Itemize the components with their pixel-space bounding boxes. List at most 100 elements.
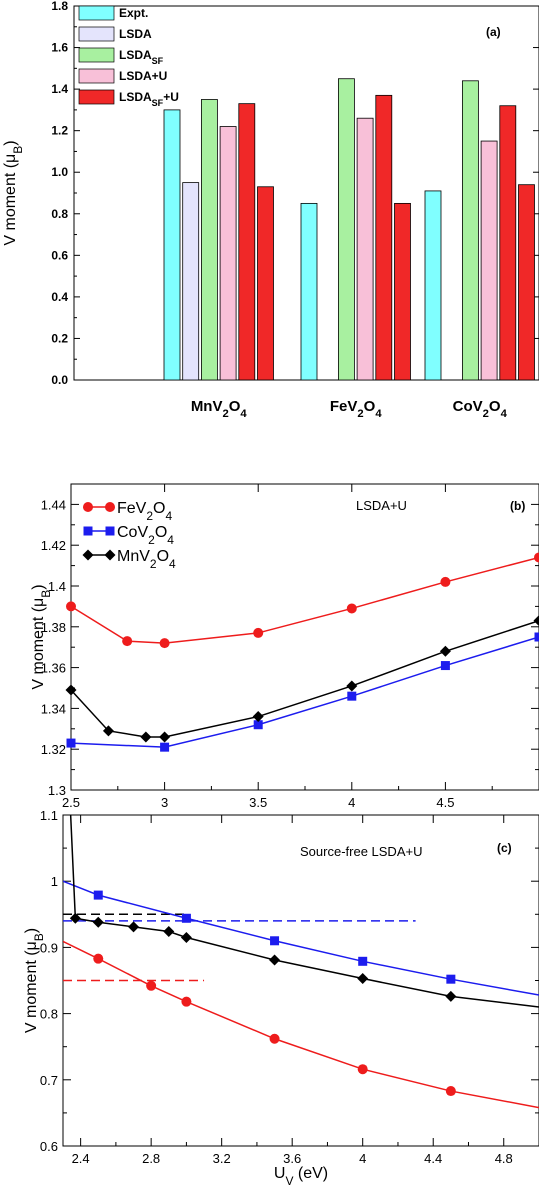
data-point: [69, 912, 81, 924]
data-point: [252, 711, 264, 723]
data-point: [445, 990, 457, 1002]
panel-label: (a): [486, 25, 501, 39]
bar: [480, 140, 498, 381]
legend-label: CoV2O4: [117, 524, 174, 547]
x-tick-label: 2.8: [142, 1151, 160, 1166]
data-point: [181, 913, 191, 923]
legend-swatch: [78, 68, 115, 84]
bar: [238, 103, 256, 381]
legend-marker: [83, 526, 93, 536]
bar: [300, 202, 318, 381]
panel-label: (b): [510, 499, 525, 513]
annotation: LSDA+U: [356, 498, 407, 513]
legend: Expt. LSDA LSDASF LSDA+U LSDASF+U: [78, 5, 179, 108]
legend-label: LSDASF: [119, 48, 164, 66]
data-point: [347, 691, 357, 701]
x-tick-label: 3.6: [283, 1151, 301, 1166]
bar: [257, 186, 274, 381]
legend-marker: [82, 549, 94, 561]
data-point: [128, 921, 140, 933]
panel-c: 0.6 0.7 0.8 0.9 1 1.1 2.4 2.8 3.2 3.6 4 4.4 4.8 V mom…: [23, 808, 539, 1185]
legend-marker: [83, 502, 93, 512]
data-point: [66, 738, 76, 748]
legend-label: FeV2O4: [117, 500, 172, 523]
data-point: [445, 1086, 456, 1097]
data-point: [180, 931, 192, 943]
y-tick-label: 1.4: [51, 82, 68, 96]
y-tick-label: 1.4: [48, 579, 66, 594]
annotation: Source-free LSDA+U: [300, 844, 422, 859]
x-tick-label: 4.5: [436, 795, 454, 810]
data-point: [253, 720, 263, 730]
panel-b: 1.3 1.32 1.34 1.36 1.38 1.4 1.42 1.44 2.5 3 3.5 4 4.…: [30, 483, 539, 810]
data-point: [440, 576, 451, 587]
data-point: [534, 632, 539, 642]
bar: [219, 126, 237, 381]
bar: [182, 182, 200, 381]
panel-a: 0.0 0.2 0.4 0.6 0.8 1.0 1.2 1.4 1.6 1.8 V moment (…: [2, 0, 539, 420]
y-tick-label: 1.6: [51, 41, 68, 55]
data-point: [93, 890, 103, 900]
y-tick-label: 1.36: [41, 661, 66, 676]
legend-label: MnV2O4: [117, 548, 176, 571]
x-category-label: FeV2O4: [330, 398, 382, 420]
data-point: [65, 684, 77, 696]
y-tick-label: 1.38: [41, 620, 66, 635]
series-line: [70, 636, 539, 748]
legend-label: LSDA: [119, 27, 152, 41]
y-tick-label: 1.2: [51, 124, 68, 138]
data-point: [358, 956, 368, 966]
data-point: [346, 680, 358, 692]
data-point: [159, 731, 171, 743]
data-point: [160, 742, 170, 752]
y-tick-label: 1.3: [48, 783, 66, 798]
y-tick-label: 0.4: [51, 290, 68, 304]
x-tick-label: 3.2: [213, 1151, 231, 1166]
data-point: [357, 1064, 368, 1075]
legend-label: LSDA+U: [119, 69, 167, 83]
legend-marker: [105, 526, 115, 536]
data-point: [534, 552, 539, 563]
bar: [200, 99, 218, 381]
x-tick-label: 2.5: [62, 795, 80, 810]
y-tick-label: 1.32: [41, 742, 66, 757]
y-tick-label: 0.6: [51, 248, 68, 262]
y-tick-label: 1.34: [41, 701, 66, 716]
bar: [499, 105, 517, 381]
x-tick-label: 2.4: [72, 1151, 90, 1166]
legend-swatch: [78, 5, 115, 21]
x-tick-label: 3.5: [249, 795, 267, 810]
series-line: [69, 815, 539, 1008]
legend-marker: [105, 502, 115, 512]
series-line: [63, 940, 539, 1109]
x-tick-label: 3: [161, 795, 168, 810]
y-axis-label: V moment (μB): [23, 928, 46, 1033]
bar: [518, 184, 535, 381]
legend-marker: [104, 549, 116, 561]
x-tick-label: 4: [359, 1151, 366, 1166]
bar: [356, 117, 374, 381]
x-tick-label: 4.4: [424, 1151, 442, 1166]
data-point: [181, 996, 192, 1007]
legend-swatch: [78, 26, 115, 42]
legend-label: LSDASF+U: [119, 90, 179, 108]
x-category-label: CoV2O4: [453, 398, 508, 420]
legend-label: Expt.: [119, 6, 148, 20]
y-tick-label: 0.0: [51, 373, 68, 387]
data-point: [102, 725, 114, 737]
legend-swatch: [78, 89, 115, 105]
data-point: [446, 974, 456, 984]
y-tick-label: 1.42: [41, 538, 66, 553]
y-tick-label: 1.0: [51, 165, 68, 179]
panel-label: (c): [497, 841, 512, 855]
x-axis-label: UV (eV): [274, 1165, 328, 1185]
y-axis-label: V moment (μB): [2, 140, 25, 245]
series-line: [70, 619, 539, 738]
data-point: [122, 636, 133, 647]
data-point: [357, 973, 369, 985]
bar: [424, 190, 442, 381]
y-axis-label: V moment (μB): [30, 584, 53, 689]
y-tick-label: 0.8: [51, 207, 68, 221]
data-point: [440, 661, 450, 671]
